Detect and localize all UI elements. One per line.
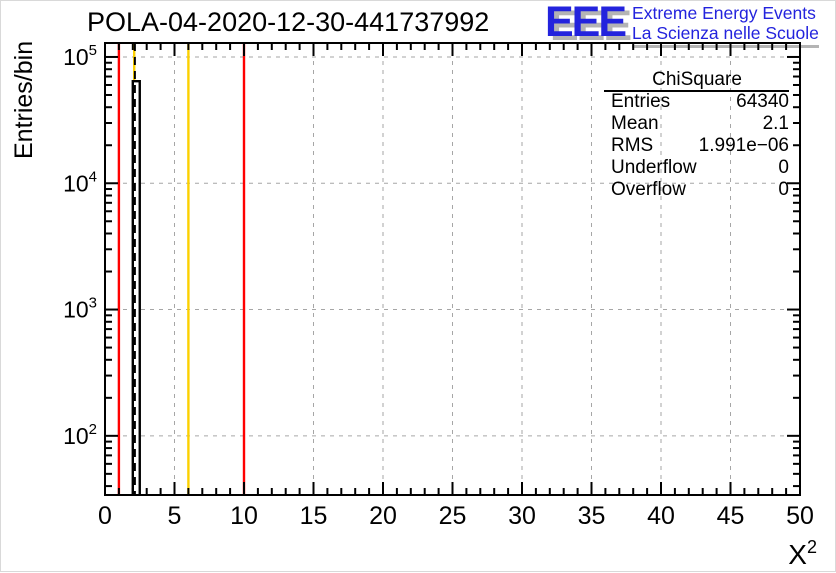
eee-logo: EEE Extreme Energy Events La Scienza nel… <box>545 0 819 49</box>
x-axis-title: X2 <box>788 537 817 570</box>
x-tick-label: 0 <box>98 502 112 530</box>
stats-row-label: Entries <box>611 91 670 112</box>
y-axis-title: Entries/bin <box>10 41 38 159</box>
stats-box-title: ChiSquare <box>652 69 742 90</box>
eee-logo-line2: La Scienza nelle Scuole <box>632 22 819 43</box>
x-tick-label: 35 <box>578 502 606 530</box>
x-tick-label: 20 <box>369 502 397 530</box>
gridlines <box>105 43 800 495</box>
histogram-bin-outline <box>131 79 141 495</box>
x-tick-label: 5 <box>168 502 182 530</box>
x-tick-label: 40 <box>647 502 675 530</box>
stats-row-label: Overflow <box>611 179 686 200</box>
stats-row-value: 0 <box>778 157 789 178</box>
y-tick-label: 102 <box>63 421 97 449</box>
x-tick-labels: 0 5 10 15 20 25 30 35 40 45 50 <box>98 502 814 530</box>
stats-row-value: 1.991e−06 <box>699 135 789 156</box>
y-tick-label: 104 <box>63 168 97 196</box>
eee-logo-line1: Extreme Energy Events <box>632 3 816 23</box>
eee-logo-text: Extreme Energy Events La Scienza nelle S… <box>632 3 819 49</box>
stats-row-value: 0 <box>778 179 789 200</box>
x-tick-label: 25 <box>439 502 467 530</box>
y-tick-label: 105 <box>63 42 97 70</box>
y-tick-labels: 102 103 104 105 <box>63 42 97 449</box>
stats-row-label: Underflow <box>611 157 697 178</box>
y-tick-label: 103 <box>63 295 97 323</box>
stats-row-label: Mean <box>611 113 659 134</box>
axis-ticks <box>104 43 801 495</box>
stats-row-value: 64340 <box>736 91 789 112</box>
x-tick-label: 10 <box>230 502 258 530</box>
x-tick-label: 30 <box>508 502 536 530</box>
plot-title: POLA-04-2020-12-30-441737992 <box>87 7 490 37</box>
stats-row-value: 2.1 <box>763 113 789 134</box>
eee-logo-acronym: EEE <box>545 0 627 46</box>
x-tick-label: 45 <box>717 502 745 530</box>
x-tick-label: 50 <box>786 502 814 530</box>
x-tick-label: 15 <box>300 502 328 530</box>
stats-row-label: RMS <box>611 135 653 156</box>
